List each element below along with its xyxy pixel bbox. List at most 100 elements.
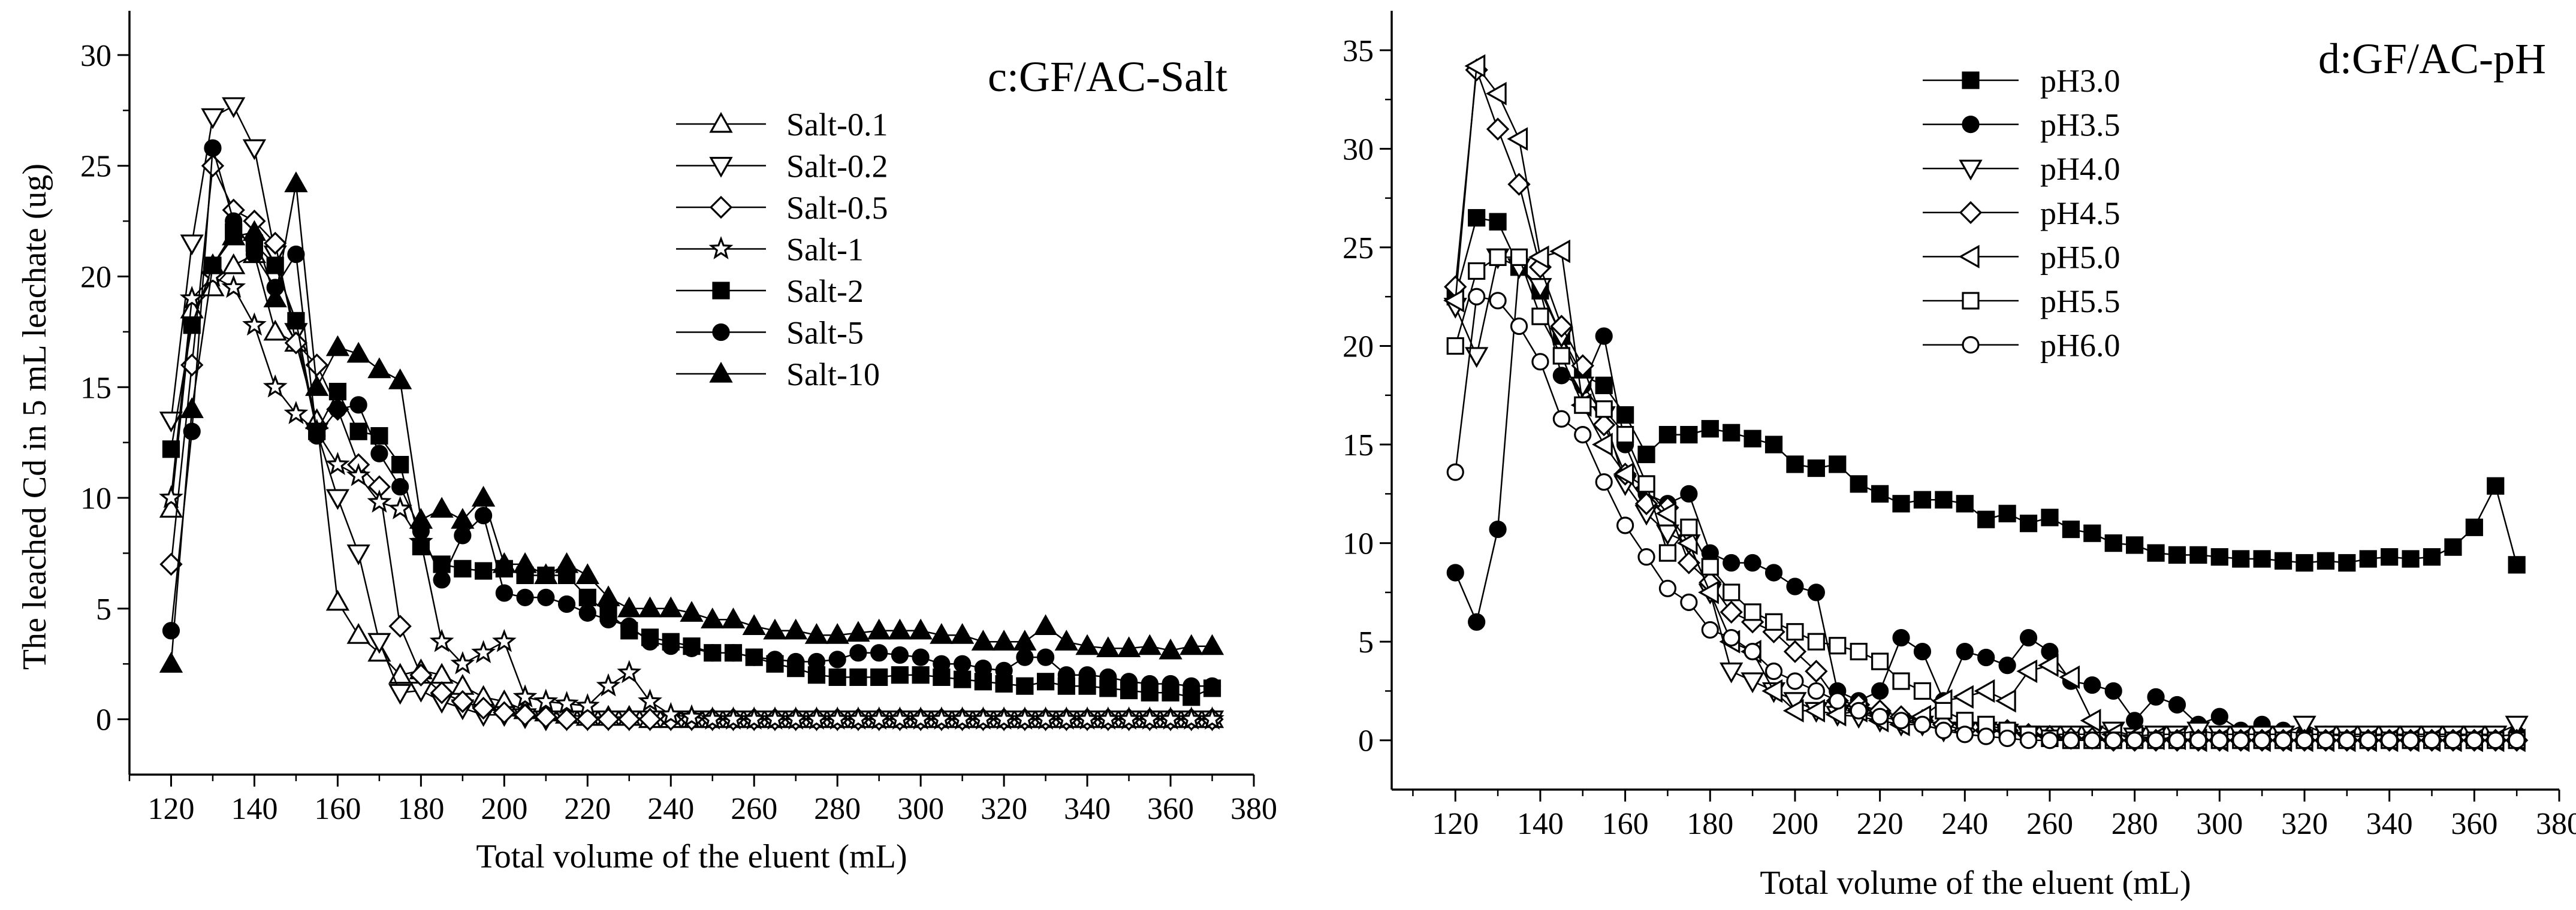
- data-point: [2168, 696, 2186, 714]
- data-point: [1723, 554, 1741, 572]
- x-tick-label: 200: [1772, 807, 1818, 841]
- y-tick-label: 5: [96, 592, 111, 627]
- data-point: [1974, 679, 1995, 703]
- data-point: [1829, 637, 1847, 655]
- data-point: [1057, 666, 1075, 684]
- data-point: [1871, 682, 1889, 700]
- data-point: [1200, 706, 1224, 730]
- data-point: [1786, 455, 1804, 473]
- data-point: [433, 571, 451, 589]
- data-point: [1054, 706, 1079, 730]
- y-tick-label: 15: [1343, 428, 1374, 462]
- legend-marker: [709, 361, 733, 383]
- data-point: [1552, 410, 1570, 428]
- x-axis-title: Total volume of the eluent (mL): [1760, 864, 2191, 902]
- data-point: [1486, 117, 1510, 141]
- data-point: [370, 445, 388, 462]
- data-point: [1117, 706, 1141, 730]
- panel-title: d:GF/AC-pH: [2318, 35, 2546, 83]
- panel-c-salt-chart: 120 140 160 180 200 220 240 260 280 300 320 340 360 3…: [16, 11, 1277, 875]
- y-tick-label: 25: [80, 150, 111, 184]
- x-tick-label: 300: [2196, 807, 2243, 841]
- data-point: [2210, 548, 2228, 566]
- data-point: [1761, 679, 1783, 703]
- x-tick-label: 320: [2281, 807, 2328, 841]
- data-point: [1138, 634, 1162, 655]
- data-point: [1658, 425, 1677, 444]
- data-point: [1468, 208, 1486, 227]
- data-point: [1141, 675, 1159, 693]
- data-point: [1507, 127, 1528, 151]
- data-point: [679, 704, 704, 728]
- x-tick-label: 240: [1941, 807, 1988, 841]
- data-point: [2083, 524, 2101, 542]
- data-point: [1531, 307, 1549, 325]
- legend-label: pH5.0: [2040, 239, 2120, 275]
- legend-label: pH3.0: [2040, 63, 2120, 99]
- legend-marker: [1959, 201, 1983, 224]
- data-point: [2210, 731, 2228, 749]
- legend-entry: pH5.0: [1923, 239, 2120, 275]
- data-point: [662, 637, 680, 655]
- data-point: [328, 383, 347, 401]
- data-point: [1137, 706, 1162, 730]
- data-point: [804, 706, 829, 730]
- data-point: [1531, 353, 1549, 371]
- data-point: [1180, 634, 1203, 655]
- data-point: [283, 401, 309, 424]
- data-point: [534, 563, 558, 584]
- data-point: [388, 368, 412, 389]
- data-point: [2402, 731, 2420, 749]
- data-point: [1592, 433, 1613, 456]
- data-point: [1120, 673, 1138, 691]
- x-tick-label: 140: [231, 792, 277, 826]
- data-point: [308, 427, 326, 445]
- data-point: [1998, 657, 2016, 675]
- series-salt-5: [162, 139, 1221, 695]
- data-point: [454, 560, 472, 578]
- data-point: [701, 607, 725, 628]
- data-point: [2381, 731, 2399, 749]
- data-point: [201, 154, 225, 177]
- data-point: [349, 396, 367, 414]
- data-point: [245, 245, 264, 264]
- data-point: [305, 375, 329, 396]
- data-point: [1510, 317, 1528, 335]
- data-point: [263, 319, 287, 341]
- data-point: [1489, 248, 1507, 266]
- data-point: [346, 462, 371, 486]
- data-point: [1935, 721, 1953, 739]
- data-point: [638, 708, 662, 731]
- data-point: [641, 633, 659, 651]
- data-point: [1033, 706, 1058, 730]
- x-tick-label: 180: [397, 792, 444, 826]
- data-point: [2253, 550, 2271, 568]
- data-point: [1807, 633, 1825, 651]
- x-tick-label: 360: [1147, 792, 1194, 826]
- legend-marker: [1959, 159, 1983, 181]
- data-point: [493, 701, 516, 724]
- legend-marker: [1962, 71, 1980, 89]
- data-point: [222, 253, 246, 274]
- data-point: [933, 655, 951, 673]
- data-point: [971, 630, 996, 651]
- x-tick-label: 280: [2112, 807, 2158, 841]
- data-point: [2083, 676, 2101, 694]
- x-tick-label: 220: [564, 792, 611, 826]
- data-point: [222, 97, 246, 119]
- data-point: [1871, 708, 1889, 725]
- data-point: [2147, 688, 2165, 706]
- data-point: [1764, 613, 1783, 631]
- data-point: [721, 706, 746, 730]
- data-point: [537, 588, 555, 606]
- y-tick-label: 10: [80, 482, 111, 516]
- data-point: [1637, 475, 1655, 493]
- legend-marker: [708, 236, 734, 259]
- data-point: [264, 231, 287, 255]
- data-point: [2019, 731, 2038, 749]
- data-point: [867, 706, 891, 730]
- data-point: [430, 681, 454, 705]
- x-tick-label: 260: [2026, 807, 2073, 841]
- data-point: [2296, 554, 2313, 572]
- data-point: [1807, 459, 1825, 477]
